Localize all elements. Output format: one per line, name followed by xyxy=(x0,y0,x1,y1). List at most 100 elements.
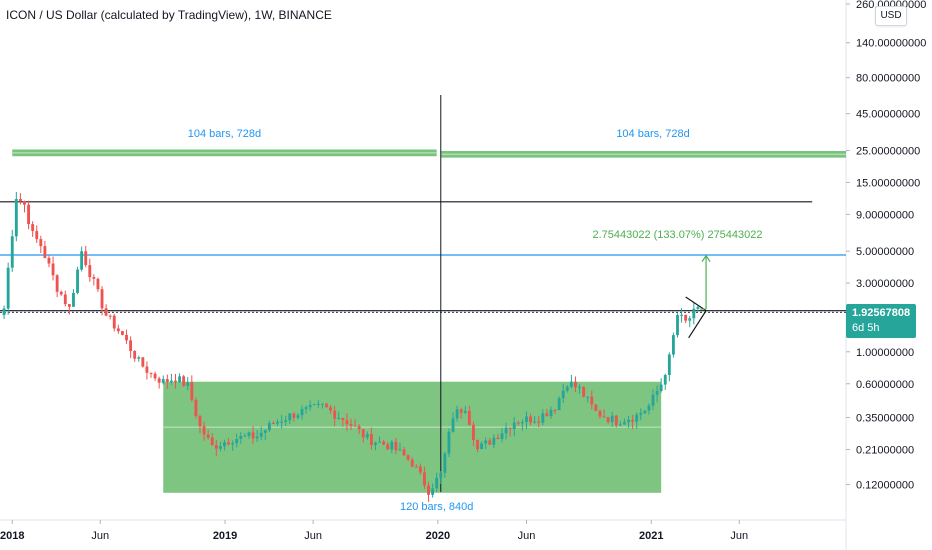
candle xyxy=(369,434,373,445)
candle xyxy=(308,404,312,408)
candle xyxy=(35,231,39,240)
measure-label-1: 104 bars, 728d xyxy=(188,128,261,140)
candle xyxy=(161,379,165,383)
candle xyxy=(496,437,500,440)
candle xyxy=(439,472,443,478)
candle xyxy=(680,314,684,316)
candle xyxy=(218,446,222,449)
candle xyxy=(10,236,14,268)
chart-title: ICON / US Dollar (calculated by TradingV… xyxy=(6,8,332,22)
time-tick-label: 2021 xyxy=(639,530,663,542)
candle xyxy=(529,416,533,423)
price-tick-label: 5.00000000 xyxy=(856,246,914,258)
candle xyxy=(659,384,663,391)
candle xyxy=(190,382,194,400)
triangle-pattern[interactable] xyxy=(685,296,707,339)
candle xyxy=(88,265,92,278)
price-tick-label: 0.12000000 xyxy=(856,479,914,491)
candle xyxy=(459,409,463,413)
candle xyxy=(574,381,577,388)
candle xyxy=(227,442,230,445)
candle xyxy=(259,432,263,437)
candle xyxy=(31,224,35,232)
candle xyxy=(533,421,537,423)
candle xyxy=(427,485,430,495)
candle xyxy=(92,277,96,279)
price-tick-label: 1.00000000 xyxy=(856,347,914,359)
candle xyxy=(104,308,108,316)
candle xyxy=(235,438,239,444)
candle xyxy=(141,357,145,367)
candle xyxy=(655,390,659,395)
candle xyxy=(557,398,561,411)
candle xyxy=(96,278,100,290)
price-tick-label: 0.60000000 xyxy=(856,379,914,391)
currency-unit-button[interactable]: USD xyxy=(875,6,907,26)
candle xyxy=(145,366,149,373)
target-arrow-head xyxy=(701,254,711,263)
price-tick-label: 0.35000000 xyxy=(856,412,914,424)
candle xyxy=(402,449,406,456)
candle xyxy=(329,407,333,411)
measure-label-4: 2.75443022 (133.07%) 275443022 xyxy=(592,229,762,241)
candle xyxy=(186,382,190,386)
candle xyxy=(333,410,337,419)
time-tick-label: 2020 xyxy=(426,530,450,542)
candle xyxy=(129,340,133,351)
candle xyxy=(178,376,182,383)
candle xyxy=(202,426,206,435)
candle xyxy=(651,394,655,406)
candle xyxy=(341,417,345,421)
time-tick-label: 2018 xyxy=(0,530,24,542)
candle xyxy=(565,386,569,391)
candle xyxy=(618,424,622,426)
time-tick-label: 2019 xyxy=(213,530,237,542)
candle xyxy=(169,380,173,382)
candle xyxy=(590,396,594,405)
candle xyxy=(276,421,279,424)
price-tick-label: 15.00000000 xyxy=(856,177,920,189)
candle xyxy=(345,420,349,425)
price-tick-label: 260.00000000 xyxy=(856,0,926,11)
candle xyxy=(594,404,598,411)
candle xyxy=(476,439,479,450)
candle xyxy=(398,449,402,451)
candle xyxy=(451,418,455,432)
candle xyxy=(545,413,549,417)
candle xyxy=(357,426,361,430)
candle xyxy=(418,466,422,473)
candle xyxy=(39,239,43,247)
candle xyxy=(374,442,377,445)
candle xyxy=(537,421,541,423)
candle xyxy=(272,423,275,425)
price-tick-label: 9.00000000 xyxy=(856,209,914,221)
candle xyxy=(667,354,671,376)
candle xyxy=(643,410,647,414)
candle xyxy=(504,427,508,434)
candle xyxy=(610,415,614,423)
candle xyxy=(467,410,471,425)
candle xyxy=(288,413,292,421)
candle xyxy=(394,441,398,451)
candle xyxy=(23,201,26,205)
candle xyxy=(512,422,516,429)
candle xyxy=(194,399,198,417)
candle xyxy=(349,424,353,426)
candle xyxy=(378,441,381,443)
candle xyxy=(586,396,590,398)
candle xyxy=(423,472,426,486)
candle xyxy=(182,376,186,386)
candle xyxy=(337,417,341,419)
candle xyxy=(578,386,581,388)
range-zone[interactable] xyxy=(163,381,662,493)
candle xyxy=(27,204,30,225)
candle xyxy=(153,373,157,379)
candle xyxy=(47,257,51,264)
candle xyxy=(292,413,296,418)
candle xyxy=(280,421,284,423)
price-tick-label: 140.00000000 xyxy=(856,38,926,50)
candle xyxy=(606,417,610,423)
candle xyxy=(488,440,492,445)
candle xyxy=(255,436,259,439)
